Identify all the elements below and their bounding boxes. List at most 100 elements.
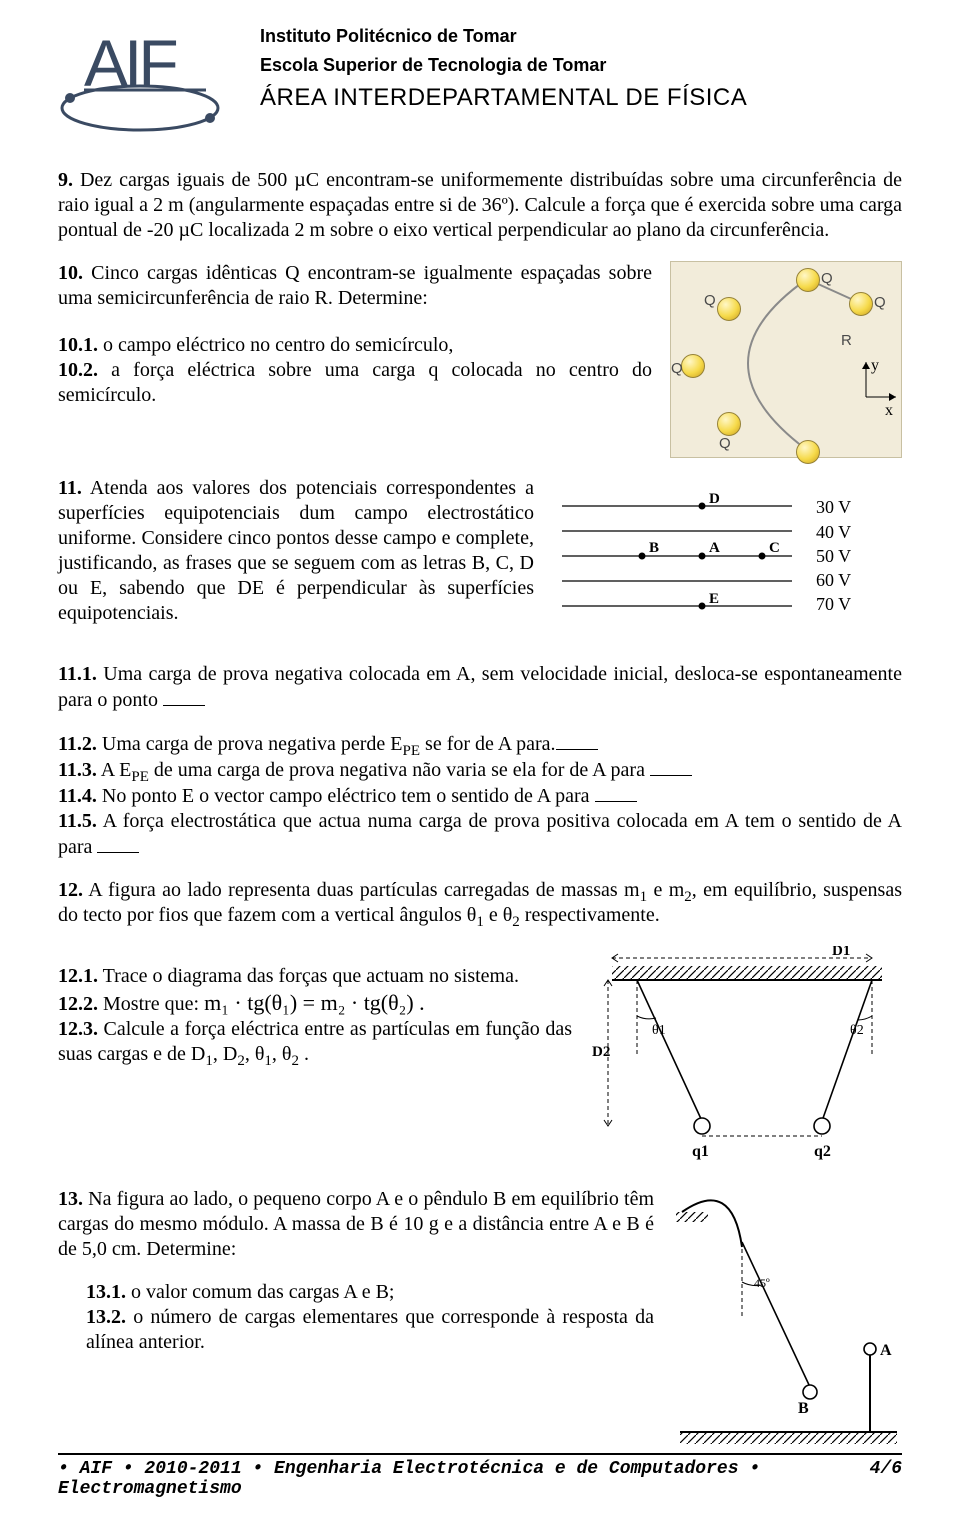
- q11-1-num: 11.1.: [58, 663, 97, 685]
- svg-text:C: C: [769, 540, 780, 556]
- q12-intro-e: respectivamente.: [520, 904, 660, 926]
- footer-left: • AIF • 2010-2011 • Engenharia Electroté…: [58, 1459, 870, 1499]
- svg-text:θ2: θ2: [850, 1023, 864, 1038]
- q10-number: 10.: [58, 262, 83, 284]
- q11-intro: Atenda aos valores dos potenciais corres…: [58, 477, 534, 624]
- q12-3-c1: , D: [213, 1043, 237, 1065]
- svg-text:A: A: [709, 540, 720, 556]
- svg-text:45º: 45º: [754, 1276, 770, 1290]
- q11-number: 11.: [58, 477, 82, 499]
- q12-intro-a: A figura ao lado representa duas partícu…: [83, 879, 640, 901]
- svg-text:B: B: [798, 1400, 809, 1417]
- q12-3-d1: 1: [205, 1053, 213, 1069]
- q12-2-pre: Mostre que:: [98, 993, 204, 1015]
- q12-3-d2: 2: [237, 1053, 245, 1069]
- q11-2-text-a: Uma carga de prova negativa perde E: [97, 733, 403, 755]
- question-12-intro: 12. A figura ao lado representa duas par…: [58, 878, 902, 928]
- page-footer: • AIF • 2010-2011 • Engenharia Electroté…: [58, 1453, 902, 1499]
- q11-2-num: 11.2.: [58, 733, 97, 755]
- blank: [163, 687, 205, 706]
- question-11: 11. Atenda aos valores dos potenciais co…: [58, 476, 902, 644]
- q12-1-text: Trace o diagrama das forças que actuam n…: [98, 965, 519, 987]
- q12-3-text: Calcule a força eléctrica entre as partí…: [58, 1018, 572, 1065]
- q12-intro-b: e m: [647, 879, 684, 901]
- q11-3: 11.3. A EPE de uma carga de prova negati…: [58, 757, 902, 783]
- q11-5: 11.5. A força electrostática que actua n…: [58, 809, 902, 860]
- question-10: 10. Cinco cargas idênticas Q encontram-s…: [58, 261, 902, 458]
- q9-number: 9.: [58, 169, 73, 191]
- volt-3: 60 V: [816, 568, 851, 592]
- charge-ball: [717, 297, 741, 321]
- q11-5-text: A força electrostática que actua numa ca…: [58, 810, 902, 858]
- q10-2-text: a força eléctrica sobre uma carga q colo…: [58, 359, 652, 406]
- figure-11-equipotentials: D B A C E 30 V 40 V 50 V 60 V 70 V: [552, 476, 902, 626]
- page-header: AIF Instituto Politécnico de Tomar Escol…: [58, 20, 902, 140]
- q10-2-num: 10.2.: [58, 359, 98, 381]
- axis-y-label: y: [871, 357, 879, 375]
- q11-4: 11.4. No ponto E o vector campo eléctric…: [58, 783, 902, 809]
- svg-text:D2: D2: [592, 1044, 610, 1060]
- blank: [650, 757, 692, 776]
- svg-text:D1: D1: [832, 946, 850, 959]
- blank: [595, 783, 637, 802]
- svg-text:A: A: [880, 1342, 892, 1359]
- charge-label: Q: [821, 270, 833, 287]
- charge-label: Q: [704, 292, 716, 309]
- charge-label: Q: [874, 294, 886, 311]
- q10-1-text: o campo eléctrico no centro do semicírcu…: [98, 334, 453, 356]
- figure-12-pendulums: D1 θ1 θ2 D2 q1 q2: [592, 946, 902, 1176]
- q13-2-text: o número de cargas elementares que corre…: [86, 1306, 654, 1353]
- charge-ball: [717, 412, 741, 436]
- equipotential-values: 30 V 40 V 50 V 60 V 70 V: [816, 495, 851, 616]
- q10-1-num: 10.1.: [58, 334, 98, 356]
- q12-m2: 2: [684, 889, 692, 905]
- volt-0: 30 V: [816, 495, 851, 519]
- q11-1: 11.1. Uma carga de prova negativa coloca…: [58, 662, 902, 713]
- charge-ball: [681, 354, 705, 378]
- svg-text:D: D: [709, 491, 720, 507]
- figure-13-pendulum: 45º B A: [672, 1187, 902, 1447]
- aif-logo: AIF: [58, 20, 238, 140]
- charge-label: Q: [671, 360, 683, 377]
- charge-ball: [796, 268, 820, 292]
- q12-3-num: 12.3.: [58, 1018, 98, 1040]
- charge-label: Q: [719, 435, 731, 452]
- charge-label: R: [841, 332, 852, 349]
- q10-intro: Cinco cargas idênticas Q encontram-se ig…: [58, 262, 652, 309]
- q11-4-text: No ponto E o vector campo eléctrico tem …: [97, 785, 595, 807]
- svg-text:B: B: [649, 540, 659, 556]
- q12-t1: 1: [476, 914, 484, 930]
- volt-4: 70 V: [816, 592, 851, 616]
- q11-3-text-a: A E: [97, 759, 131, 781]
- q13-1-text: o valor comum das cargas A e B;: [126, 1281, 394, 1303]
- q13-number: 13.: [58, 1188, 83, 1210]
- q12-3-dot: .: [299, 1043, 309, 1065]
- figure-10-semicircle: y x QQQQRQ: [670, 261, 902, 458]
- q12-2-equation: m₁ · tg(θ₁) = m₂ · tg(θ₂) .: [204, 990, 425, 1015]
- q11-5-num: 11.5.: [58, 810, 97, 832]
- header-institute: Instituto Politécnico de Tomar: [260, 26, 747, 47]
- charge-ball: [849, 292, 873, 316]
- q11-3-text-b: de uma carga de prova negativa não varia…: [149, 759, 650, 781]
- q12-3-th1: 1: [264, 1053, 272, 1069]
- blank: [556, 731, 598, 750]
- q12-number: 12.: [58, 879, 83, 901]
- q13-2-num: 13.2.: [86, 1306, 126, 1328]
- header-area: ÁREA INTERDEPARTAMENTAL DE FÍSICA: [260, 84, 747, 112]
- footer-page: 4/6: [870, 1459, 902, 1499]
- svg-text:θ1: θ1: [652, 1023, 666, 1038]
- q12-2-num: 12.2.: [58, 993, 98, 1015]
- volt-1: 40 V: [816, 520, 851, 544]
- q12-3-c2: , θ: [245, 1043, 265, 1065]
- q13-intro: Na figura ao lado, o pequeno corpo A e o…: [58, 1188, 654, 1260]
- question-9: 9. Dez cargas iguais de 500 µC encontram…: [58, 168, 902, 243]
- svg-text:q2: q2: [814, 1143, 831, 1160]
- q11-3-num: 11.3.: [58, 759, 97, 781]
- q12-t2: 2: [512, 914, 520, 930]
- q12-3-th2: 2: [292, 1053, 300, 1069]
- q12-m1: 1: [640, 889, 648, 905]
- q11-4-num: 11.4.: [58, 785, 97, 807]
- q11-2: 11.2. Uma carga de prova negativa perde …: [58, 731, 902, 757]
- charge-ball: [796, 440, 820, 464]
- question-13: 13. Na figura ao lado, o pequeno corpo A…: [58, 1187, 902, 1452]
